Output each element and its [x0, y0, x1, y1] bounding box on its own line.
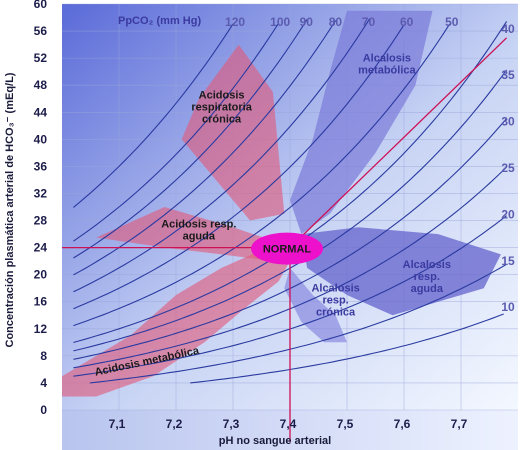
pco2-label-120: 120	[225, 15, 245, 29]
pco2-label-100: 100	[270, 15, 290, 29]
isobar-80	[73, 20, 337, 276]
region-5-area	[284, 267, 347, 343]
region-2-area	[290, 10, 433, 235]
x-tick-label: 7,7	[451, 417, 468, 431]
pco2-label-20: 20	[501, 207, 515, 221]
y-tick-label: 36	[34, 159, 48, 173]
region-label-line: Alcalosis	[403, 259, 451, 271]
y-axis-title: Concentración plasmática arterial de HCO…	[4, 72, 16, 347]
y-tick-label: 40	[34, 132, 48, 146]
pco2-label-35: 35	[501, 68, 515, 82]
pco2-label-30: 30	[501, 115, 515, 129]
pco2-label-15: 15	[501, 254, 515, 268]
region-label-line: Alcalosis	[311, 283, 359, 295]
isobar-70	[73, 18, 371, 293]
y-tick-label: 32	[34, 186, 48, 200]
isobar-60	[73, 24, 405, 310]
x-tick-label: 7,3	[223, 417, 240, 431]
region-label-line: resp.	[414, 271, 440, 283]
x-axis-ticks: 7,1 7,2 7,3 7,4 7,5 7,6 7,7	[109, 417, 468, 431]
isobar-10	[190, 313, 504, 384]
region-label-line: crónica	[202, 114, 242, 126]
region-label-line: resp.	[322, 295, 348, 307]
pco2-label-70: 70	[362, 15, 376, 29]
diagonal-reference-line	[289, 37, 508, 249]
region-label-line: crónica	[316, 307, 356, 319]
pco2-label-40: 40	[501, 22, 515, 36]
y-tick-label: 12	[34, 322, 48, 336]
region-label-line: Acidosis	[199, 90, 245, 102]
isobar-15	[89, 264, 507, 384]
region-label-line: aguda	[183, 230, 216, 242]
y-tick-label: 16	[34, 295, 48, 309]
region-label-line: Acidosis resp.	[161, 218, 236, 230]
region-label-line: aguda	[411, 283, 444, 295]
normal-label: NORMAL	[263, 244, 312, 256]
y-tick-label: 4	[40, 376, 47, 390]
pco2-title: PpCO₂ (mm Hg)	[118, 15, 201, 27]
x-tick-label: 7,2	[166, 417, 183, 431]
pco2-label-50: 50	[445, 15, 459, 29]
y-tick-label: 44	[34, 105, 48, 119]
x-axis-title: pH no sangue arterial	[219, 435, 331, 447]
pco2-label-60: 60	[400, 15, 414, 29]
region-2-label: Alcalosis metabólica	[358, 53, 416, 77]
region-label-line: Alcalosis	[363, 53, 411, 65]
y-tick-label: 8	[40, 349, 47, 363]
isobar-100	[73, 22, 280, 242]
pco2-label-25: 25	[501, 161, 515, 175]
region-3-label: Acidosis resp. aguda	[161, 218, 236, 242]
y-tick-label: 56	[34, 24, 48, 38]
region-label-line: respiratoria	[191, 102, 252, 114]
pco2-label-90: 90	[300, 15, 314, 29]
region-4-label: Alcalosis resp. aguda	[403, 259, 451, 295]
x-tick-label: 7,1	[109, 417, 126, 431]
region-5-label: Alcalosis resp. crónica	[311, 283, 359, 319]
y-tick-label: 48	[34, 78, 48, 92]
y-tick-label: 24	[34, 241, 48, 255]
region-1-label: Acidosis respiratoria crónica	[191, 90, 252, 126]
y-tick-label: 52	[34, 51, 48, 65]
y-tick-label: 20	[34, 268, 48, 282]
x-tick-label: 7,5	[337, 417, 354, 431]
normal-marker-layer: NORMAL	[251, 232, 323, 265]
region-label-line: metabólica	[358, 65, 416, 77]
isobar-90	[73, 19, 308, 259]
x-tick-label: 7,6	[394, 417, 411, 431]
x-tick-label: 7,4	[280, 417, 297, 431]
pco2-labels: 120 100 90 80 70 60 50 40 35 30 25 20 15 10	[225, 15, 515, 314]
pco2-label-80: 80	[329, 15, 343, 29]
isobar-50	[73, 23, 451, 327]
y-tick-label: 60	[34, 0, 48, 11]
y-tick-label: 28	[34, 214, 48, 228]
y-tick-label: 0	[40, 403, 47, 417]
isobar-120	[73, 23, 234, 208]
normal-ellipse	[251, 232, 323, 265]
pco2-label-10: 10	[501, 300, 515, 314]
